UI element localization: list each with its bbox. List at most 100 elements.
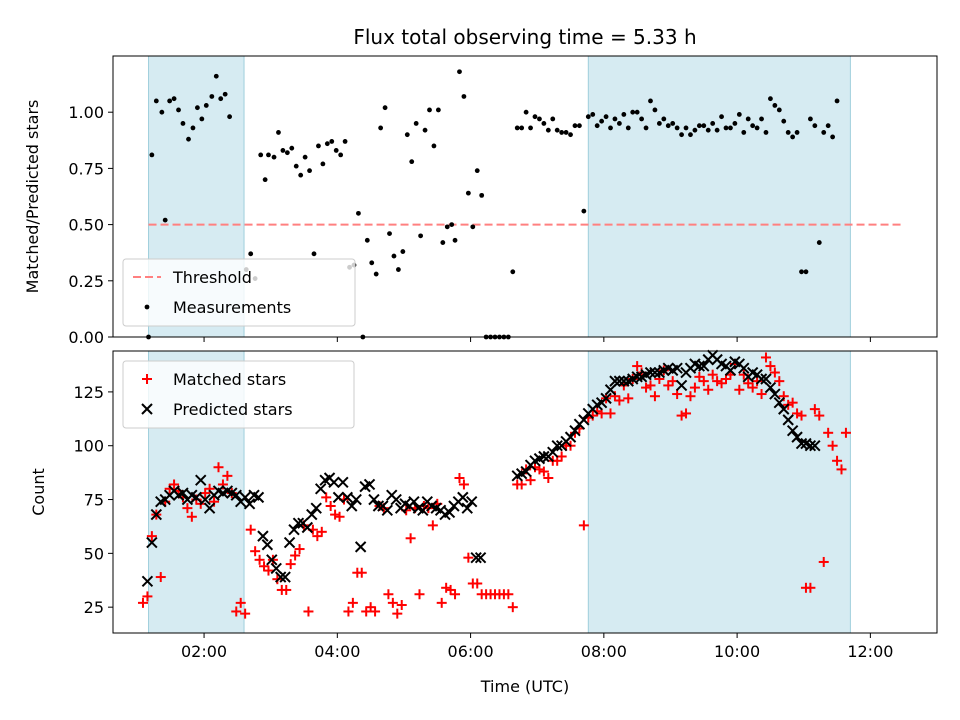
matched-star-point [734, 384, 745, 395]
measurement-point [710, 121, 716, 126]
measurement-point [404, 132, 410, 138]
measurement-point [763, 130, 769, 135]
measurement-point [577, 123, 582, 129]
measurement-point [701, 123, 707, 129]
measurement-point [545, 127, 551, 133]
matched-star-point [712, 376, 723, 387]
measurement-point [728, 125, 733, 131]
predicted-star-point [310, 502, 322, 514]
predicted-star-point [243, 498, 256, 510]
measurement-point [799, 269, 804, 275]
matched-star-point [809, 404, 820, 415]
matched-star-point [543, 473, 554, 484]
predicted-star-point [314, 483, 327, 495]
measurement-point [167, 98, 173, 104]
predicted-star-point [671, 362, 683, 374]
measurement-point [585, 114, 591, 120]
measurement-point [302, 154, 308, 160]
measurement-point [528, 125, 533, 131]
matched-star-point [450, 589, 461, 600]
matched-star-point [392, 608, 403, 619]
predicted-star-point [764, 381, 777, 394]
measurement-point [479, 192, 485, 198]
matched-star-point [146, 531, 157, 542]
bottom-x-axis-label: Time (UTC) [480, 677, 569, 696]
predicted-star-point [372, 500, 385, 512]
bottom-x-tick-label: 12:00 [847, 642, 893, 661]
predicted-star-point [791, 431, 803, 443]
matched-star-point [290, 550, 301, 561]
measurement-point [554, 127, 560, 133]
predicted-star-point [564, 431, 577, 443]
predicted-star-point [804, 440, 817, 452]
measurement-point [289, 145, 295, 151]
measurement-point [599, 118, 605, 124]
measurement-point [364, 237, 370, 243]
measurement-point [449, 222, 455, 228]
predicted-star-point [769, 388, 781, 400]
measurement-point [679, 132, 684, 138]
measurement-point [741, 130, 747, 135]
predicted-star-point [368, 493, 380, 506]
measurement-point [612, 116, 618, 122]
matched-star-point [235, 597, 246, 608]
measurement-point [452, 237, 458, 243]
predicted-star-point [230, 489, 242, 501]
predicted-star-point [274, 571, 287, 583]
predicted-star-point [363, 478, 376, 491]
measurement-point [630, 109, 636, 115]
predicted-star-point [773, 396, 786, 409]
measurement-point [719, 114, 724, 120]
matched-star-point [454, 473, 465, 484]
matched-star-point [832, 455, 843, 466]
measurement-point [541, 121, 547, 126]
matched-star-point [818, 556, 829, 567]
measurement-point [776, 107, 782, 113]
measurement-point [266, 152, 271, 158]
bottom-legend: Matched stars Predicted stars [122, 360, 355, 429]
measurement-point [320, 161, 326, 167]
bottom-y-tick-label: 25 [84, 598, 104, 617]
matched-star-point [356, 567, 367, 578]
measurement-point [262, 177, 268, 183]
legend-matched-swatch [142, 374, 152, 384]
predicted-star-point [390, 493, 402, 506]
matched-star-point [649, 391, 660, 402]
top-y-tick-label: 0.25 [68, 272, 104, 291]
matched-star-point [222, 470, 233, 481]
matched-star-point [792, 408, 803, 419]
predicted-star-point [470, 551, 482, 564]
matched-star-point [676, 410, 687, 421]
matched-star-point [182, 503, 193, 514]
measurement-point [431, 143, 437, 149]
measurement-point [396, 267, 401, 272]
measurement-point [830, 134, 836, 140]
matched-star-point [685, 391, 696, 402]
predicted-star-point [332, 491, 345, 504]
predicted-star-point [146, 536, 158, 549]
predicted-star-point [457, 491, 469, 504]
measurement-point [696, 123, 702, 129]
matched-star-point [689, 382, 700, 393]
matched-star-point [787, 397, 798, 408]
predicted-star-point [613, 375, 626, 387]
legend-predicted-label: Predicted stars [173, 400, 293, 419]
measurement-point [413, 121, 419, 126]
top-y-tick-label: 0.00 [68, 328, 104, 347]
predicted-star-point [693, 360, 706, 372]
matched-star-point [641, 382, 652, 393]
measurement-point [162, 217, 168, 223]
matched-star-point [285, 559, 296, 570]
measurement-point [333, 148, 339, 153]
predicted-star-point [279, 571, 291, 583]
measurement-point [209, 94, 215, 99]
measurement-point [688, 132, 693, 138]
predicted-star-point [283, 536, 296, 549]
matched-star-point [427, 520, 438, 531]
predicted-star-point [538, 450, 550, 463]
top-y-tick-label: 0.75 [68, 159, 104, 178]
measurement-point [661, 116, 667, 122]
measurement-point [754, 125, 760, 131]
predicted-star-point [257, 530, 269, 542]
measurement-point [316, 143, 321, 149]
